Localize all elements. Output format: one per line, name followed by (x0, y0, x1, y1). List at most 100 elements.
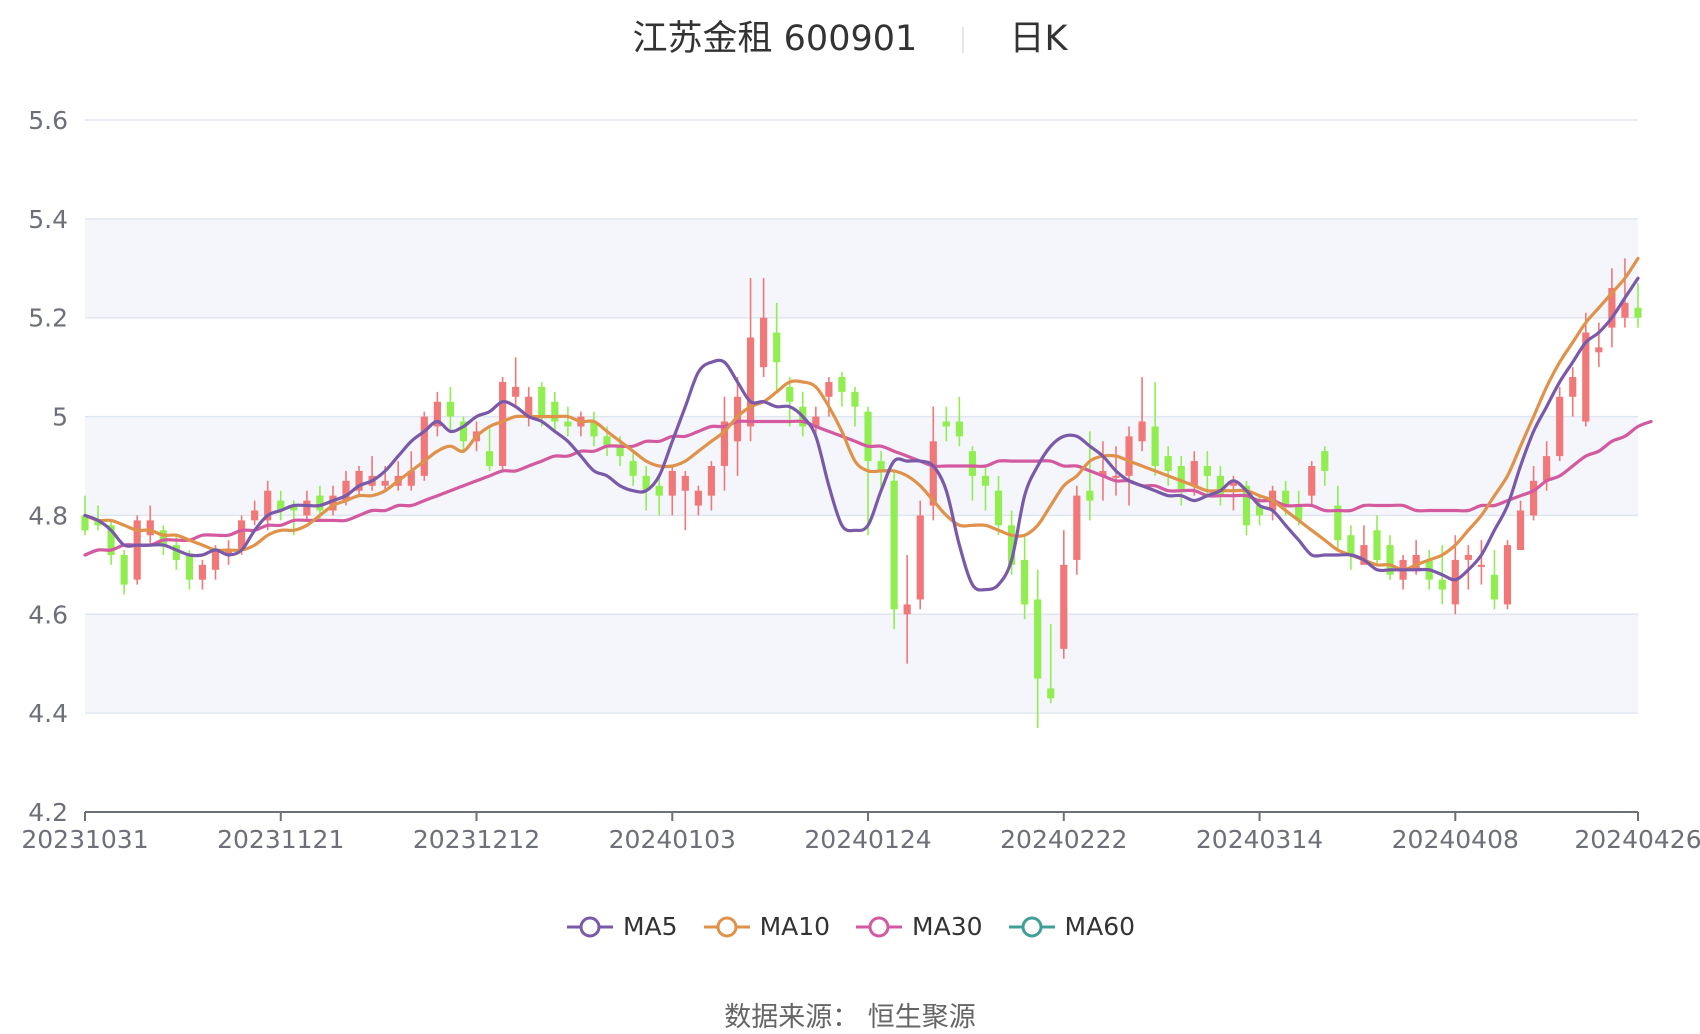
candle-body (107, 525, 115, 555)
source-value: 恒生聚源 (867, 1002, 976, 1033)
candle (681, 470, 689, 531)
legend-label: MA60 (1064, 912, 1136, 941)
line-ma10 (83, 256, 1640, 572)
x-tick-label: 20240314 (1196, 825, 1323, 854)
band-1 (85, 614, 1638, 714)
candle (642, 466, 650, 511)
candle (629, 451, 637, 486)
candle (1321, 446, 1329, 486)
candle (838, 372, 846, 407)
candle-body (968, 451, 977, 476)
candle (485, 426, 494, 471)
legend: MA5 MA10 MA30 MA60 (0, 912, 1700, 946)
legend-item-ma5[interactable]: MA5 (565, 912, 678, 941)
candle (264, 480, 272, 531)
y-tick-label: 5.2 (28, 304, 68, 333)
candle-body (1334, 505, 1342, 541)
candle-body (1530, 480, 1538, 516)
candle-body (499, 381, 507, 466)
candle-body (512, 386, 520, 397)
candle (1060, 530, 1068, 659)
candle-body (1021, 559, 1029, 605)
candle-body (303, 500, 311, 516)
legend-marker (579, 916, 601, 937)
candle-body (1216, 475, 1224, 496)
candle (1125, 426, 1133, 506)
candle-body (603, 436, 611, 447)
x-tick-label: 20231031 (21, 825, 148, 854)
legend-marker (868, 916, 890, 937)
candle-body (1151, 426, 1159, 466)
candle (981, 466, 990, 511)
candle-body (981, 475, 990, 486)
candle (1516, 500, 1525, 551)
candle-body (1255, 505, 1264, 516)
candle (1034, 569, 1042, 728)
candle-body (955, 421, 963, 437)
candle-body (746, 337, 755, 427)
candle-body (1112, 475, 1120, 478)
candle-body (929, 441, 937, 506)
candle-body (1451, 559, 1459, 605)
candle-body (760, 317, 768, 368)
candle-body (1373, 530, 1381, 560)
legend-item-ma10[interactable]: MA10 (702, 912, 830, 941)
candle-body (707, 466, 716, 496)
candle-body (590, 421, 598, 437)
candle-body (564, 421, 572, 427)
candle-body (1229, 480, 1238, 486)
candle (1556, 386, 1564, 462)
candle (133, 515, 141, 585)
candle-body (1164, 456, 1172, 471)
legend-marker (716, 916, 738, 937)
candle-body (146, 520, 154, 536)
candle (968, 446, 977, 501)
candle-body (264, 490, 272, 521)
candle (1216, 466, 1224, 506)
candle-body (1595, 347, 1603, 353)
gridlines (85, 119, 1638, 714)
candle (786, 377, 794, 427)
candle-body (525, 396, 533, 417)
y-tick-label: 5 (52, 403, 68, 432)
candle-body (825, 381, 833, 397)
x-tick-label: 20240426 (1574, 825, 1700, 854)
candle-body (94, 520, 102, 526)
candle-body (864, 411, 872, 462)
chart-title: 江苏金租 600901 日K (0, 10, 1700, 61)
candle (773, 302, 781, 392)
candle-body (251, 510, 259, 521)
x-tick-label: 20240124 (804, 825, 931, 854)
candle-body (1007, 525, 1016, 565)
legend-label: MA10 (759, 912, 831, 941)
candle (459, 416, 468, 452)
legend-item-ma60[interactable]: MA60 (1007, 912, 1135, 941)
candle-body (786, 386, 794, 402)
candle-body (381, 480, 389, 486)
candle-body (681, 475, 689, 491)
data-source: 数据来源： 恒生聚源 (0, 995, 1700, 1034)
candle-body (1569, 377, 1577, 397)
legend-item-ma30[interactable]: MA30 (854, 912, 983, 941)
candle (1569, 367, 1577, 417)
candle-body (159, 530, 167, 546)
candle-body (1490, 574, 1499, 600)
candle (1373, 515, 1381, 565)
candle (433, 391, 441, 437)
candle-body (420, 416, 428, 476)
candle-body (290, 505, 298, 511)
candle-body (1047, 688, 1055, 699)
candle-body (1295, 505, 1303, 521)
candle (1582, 312, 1590, 427)
candle (564, 406, 572, 437)
candle-body (1543, 456, 1551, 481)
candle (1203, 451, 1211, 496)
candle-body (538, 386, 546, 417)
candle-body (1347, 535, 1355, 555)
candle (1530, 466, 1538, 521)
candle (1386, 535, 1394, 580)
candle-body (1060, 564, 1068, 649)
line-ma30 (83, 419, 1653, 557)
candle (1503, 540, 1512, 610)
candle-body (407, 470, 415, 486)
